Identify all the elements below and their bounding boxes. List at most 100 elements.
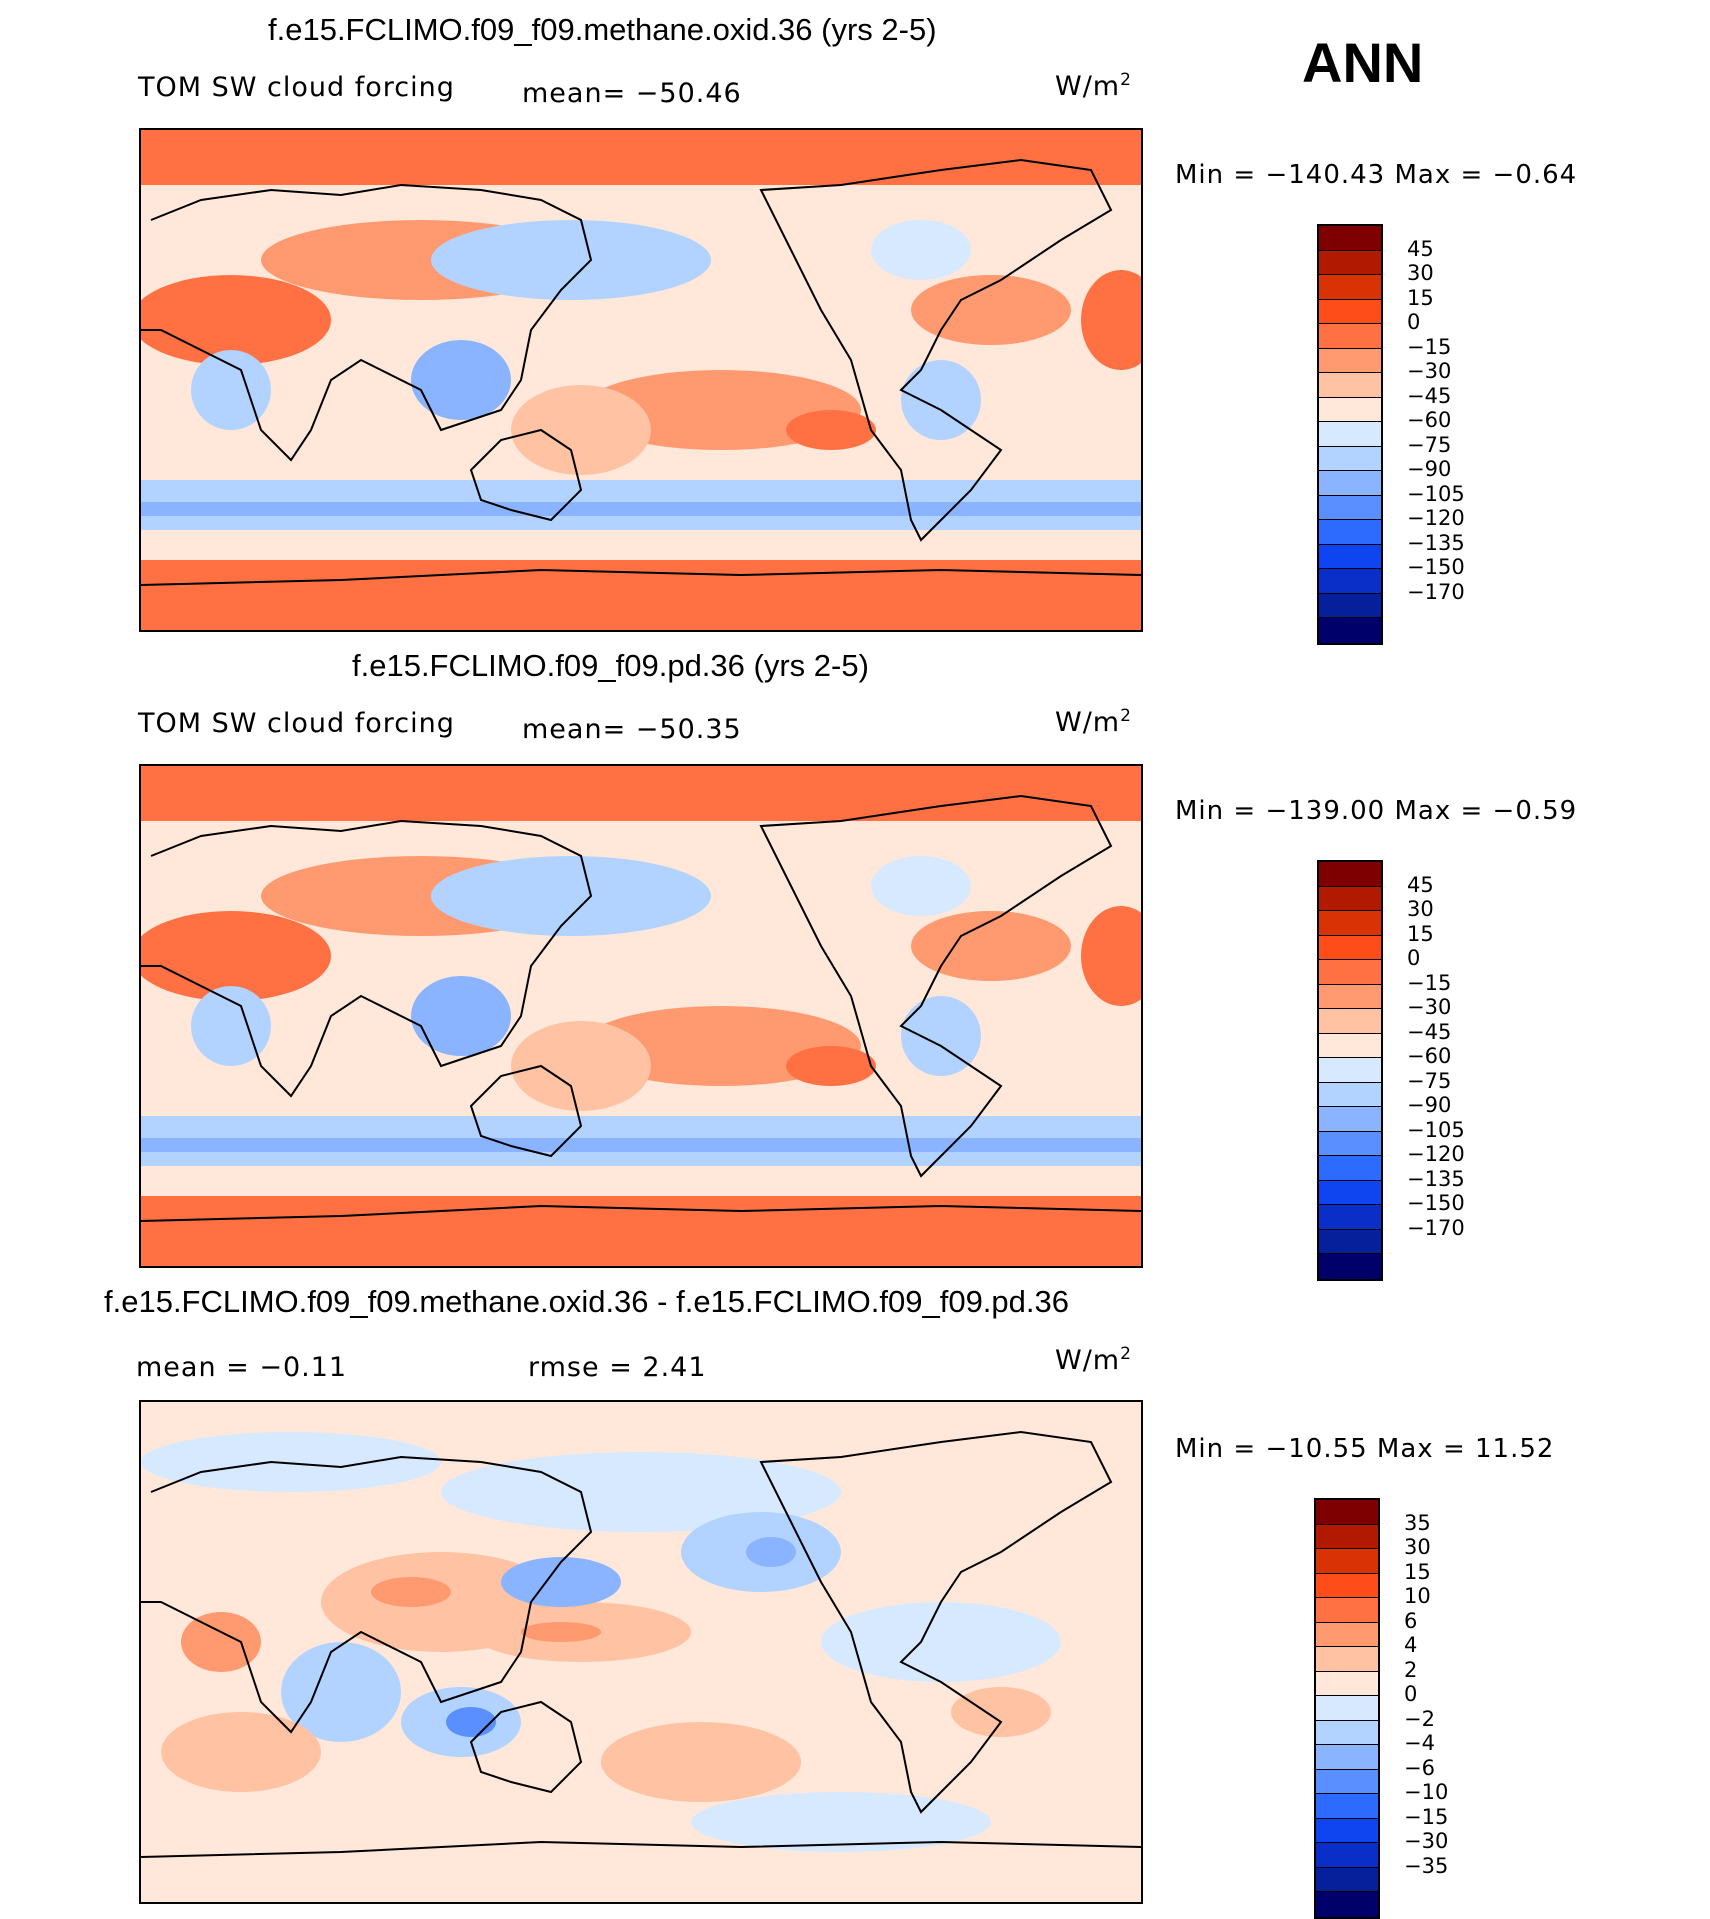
colorbar-tick-label: −120	[1407, 506, 1465, 530]
colorbar-box	[1319, 299, 1381, 324]
colorbar-tick-label: 6	[1404, 1608, 1418, 1633]
colorbar-box	[1319, 495, 1381, 520]
colorbar-box	[1319, 593, 1381, 618]
colorbar-box	[1319, 422, 1381, 447]
colorbar-box	[1319, 471, 1381, 496]
colorbar-box	[1319, 324, 1381, 349]
panel-2-minmax: Min = −139.00 Max = −0.59	[1175, 796, 1578, 826]
colorbar-box	[1319, 1156, 1381, 1181]
colorbar-tick-label: −45	[1407, 1019, 1452, 1044]
colorbar-box	[1319, 1131, 1381, 1156]
colorbar-box	[1319, 911, 1381, 936]
colorbar-tick-label: −170	[1407, 1215, 1465, 1240]
colorbar-box	[1316, 1622, 1378, 1647]
colorbar-box	[1319, 569, 1381, 594]
colorbar-tick-label: 15	[1407, 285, 1434, 310]
colorbar-box	[1316, 1720, 1378, 1745]
colorbar-tick-label: 30	[1404, 1535, 1431, 1559]
colorbar-box	[1319, 1009, 1381, 1034]
colorbar-box	[1319, 1082, 1381, 1107]
colorbar-box	[1316, 1818, 1378, 1843]
colorbar-tick-label: 35	[1404, 1510, 1431, 1535]
colorbar-box	[1319, 520, 1381, 545]
colorbar-box	[1316, 1573, 1378, 1598]
panel-2-map	[139, 764, 1143, 1268]
colorbar-box	[1319, 886, 1381, 911]
colorbar-tick-label: −135	[1407, 530, 1465, 555]
colorbar-box	[1319, 275, 1381, 300]
colorbar-tick-label: 0	[1407, 946, 1421, 970]
colorbar-tick-label: −4	[1404, 1731, 1435, 1755]
panel-1-variable-label: TOM SW cloud forcing	[138, 72, 455, 103]
colorbar-box	[1316, 1671, 1378, 1696]
colorbar-box	[1319, 226, 1381, 251]
colorbar-tick-label: 15	[1407, 921, 1434, 946]
colorbar-box	[1319, 1180, 1381, 1205]
season-label: ANN	[1302, 31, 1424, 94]
colorbar-tick-label: −120	[1407, 1142, 1465, 1166]
panel-1-minmax: Min = −140.43 Max = −0.64	[1175, 160, 1578, 190]
colorbar-tick-label: −15	[1407, 970, 1452, 995]
colorbar-tick-label: −135	[1407, 1166, 1465, 1191]
colorbar-tick-label: 30	[1407, 897, 1434, 921]
panel-2-colorbar	[1317, 860, 1383, 1281]
colorbar-tick-label: −15	[1407, 334, 1452, 359]
panel-1-mean-label: mean= −50.46	[522, 78, 742, 109]
colorbar-tick-label: −10	[1404, 1780, 1449, 1804]
panel-2-units: W/m2	[1055, 706, 1132, 738]
colorbar-tick-label: −150	[1407, 555, 1465, 579]
colorbar-box	[1316, 1500, 1378, 1525]
panel-1-colorbar	[1317, 224, 1383, 645]
colorbar-box	[1316, 1696, 1378, 1721]
panel-2-title: f.e15.FCLIMO.f09_f09.pd.36 (yrs 2-5)	[352, 648, 869, 683]
panel-3-units: W/m2	[1055, 1344, 1132, 1376]
panel-3-map-svg	[141, 1402, 1141, 1902]
colorbar-tick-label: 10	[1404, 1584, 1431, 1608]
colorbar-tick-label: −45	[1407, 383, 1452, 408]
colorbar-box	[1319, 1229, 1381, 1254]
panel-1-units: W/m2	[1055, 70, 1132, 102]
colorbar-tick-label: 30	[1407, 261, 1434, 285]
colorbar-box	[1319, 1107, 1381, 1132]
panel-3-mean-label: mean = −0.11	[136, 1352, 348, 1383]
colorbar-box	[1319, 984, 1381, 1009]
colorbar-box	[1319, 1058, 1381, 1083]
colorbar-box	[1319, 250, 1381, 275]
panel-2-map-svg	[141, 766, 1141, 1266]
colorbar-tick-label: −6	[1404, 1755, 1435, 1780]
colorbar-box	[1316, 1867, 1378, 1892]
colorbar-box	[1319, 1205, 1381, 1230]
colorbar-tick-label: −90	[1407, 1093, 1452, 1117]
colorbar-box	[1316, 1843, 1378, 1868]
colorbar-tick-label: 45	[1407, 236, 1434, 261]
colorbar-tick-label: −2	[1404, 1706, 1435, 1731]
colorbar-box	[1319, 373, 1381, 398]
colorbar-box	[1316, 1745, 1378, 1770]
panel-1-map-svg	[141, 130, 1141, 630]
colorbar-tick-label: −30	[1404, 1829, 1449, 1853]
colorbar-box	[1319, 348, 1381, 373]
colorbar-tick-label: 15	[1404, 1559, 1431, 1584]
panel-1-map	[139, 128, 1143, 632]
colorbar-box	[1316, 1647, 1378, 1672]
colorbar-box	[1319, 862, 1381, 887]
colorbar-tick-label: 4	[1404, 1633, 1418, 1657]
colorbar-tick-label: −75	[1407, 432, 1452, 457]
colorbar-box	[1316, 1524, 1378, 1549]
panel-3-title: f.e15.FCLIMO.f09_f09.methane.oxid.36 - f…	[104, 1284, 1069, 1319]
colorbar-box	[1319, 960, 1381, 985]
colorbar-box	[1316, 1794, 1378, 1819]
colorbar-box	[1316, 1598, 1378, 1623]
colorbar-tick-label: −30	[1407, 359, 1452, 383]
colorbar-tick-label: −60	[1407, 1044, 1452, 1068]
colorbar-tick-label: −105	[1407, 1117, 1465, 1142]
colorbar-tick-label: −105	[1407, 481, 1465, 506]
colorbar-box	[1319, 618, 1381, 643]
colorbar-box	[1319, 397, 1381, 422]
panel-3-map	[139, 1400, 1143, 1904]
colorbar-box	[1319, 544, 1381, 569]
panel-1-title: f.e15.FCLIMO.f09_f09.methane.oxid.36 (yr…	[268, 12, 937, 47]
colorbar-box	[1319, 1033, 1381, 1058]
colorbar-box	[1319, 935, 1381, 960]
colorbar-tick-label: 0	[1404, 1682, 1418, 1706]
